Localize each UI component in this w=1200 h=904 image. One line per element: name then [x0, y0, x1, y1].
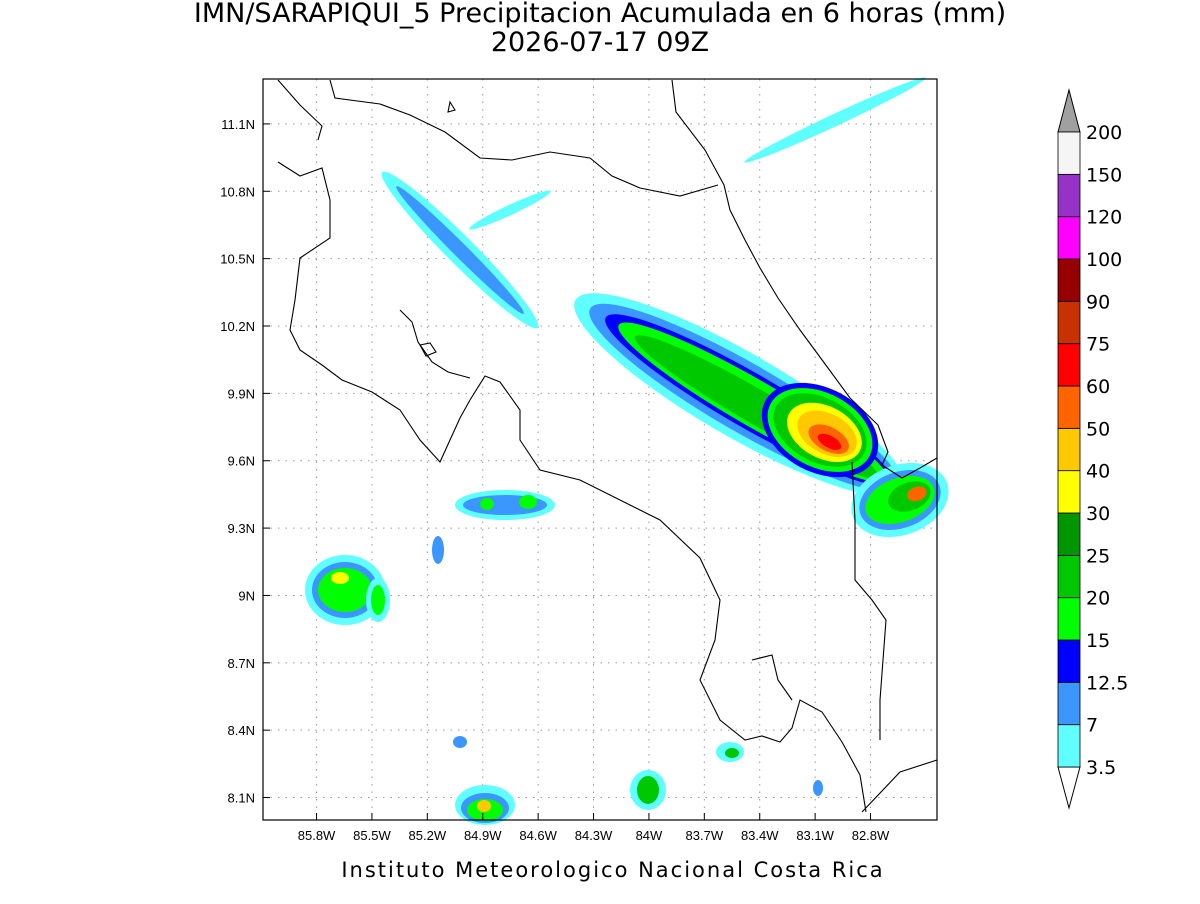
colorbar: 3.5 7 12.5 15 20 25 30 40 50 60 75 90 100 120 150 200 [1057, 88, 1128, 810]
colorbar-box [1057, 300, 1081, 345]
y-tick-label: 8.1N [228, 791, 255, 806]
colorbar-label: 20 [1086, 588, 1110, 610]
colorbar-box [1057, 131, 1081, 175]
y-tick-label: 8.7N [228, 656, 255, 671]
map-frame [262, 78, 938, 821]
colorbar-box [1057, 554, 1081, 599]
y-tick-label: 9.9N [228, 386, 255, 401]
y-tick-label: 10.2N [220, 319, 255, 334]
x-tick-label: 85.5W [353, 828, 391, 843]
colorbar-box [1057, 681, 1081, 726]
colorbar-label: 75 [1086, 334, 1110, 356]
y-tick-label: 9N [238, 588, 255, 603]
y-tick-label: 10.5N [220, 252, 255, 267]
colorbar-box [1057, 385, 1081, 429]
colorbar-box [1057, 173, 1081, 218]
x-tick-label: 82.8W [852, 828, 890, 843]
colorbar-box [1057, 427, 1081, 472]
colorbar-label: 150 [1086, 164, 1122, 186]
colorbar-box [1057, 258, 1081, 302]
x-tick-label: 85.8W [298, 828, 336, 843]
x-tick-label: 84.6W [519, 828, 557, 843]
colorbar-label: 90 [1086, 291, 1110, 313]
colorbar-label: 15 [1086, 630, 1110, 652]
colorbar-box [1057, 597, 1081, 641]
colorbar-label: 50 [1086, 418, 1110, 440]
y-tick-label: 8.4N [228, 723, 255, 738]
y-tick-label: 9.6N [228, 454, 255, 469]
colorbar-box [1057, 639, 1081, 683]
colorbar-label: 200 [1086, 122, 1122, 144]
colorbar-box [1057, 724, 1081, 768]
colorbar-box [1057, 343, 1081, 387]
colorbar-label: 100 [1086, 249, 1122, 271]
subtitle: 2026-07-17 09Z [491, 27, 709, 58]
colorbar-over [1057, 88, 1081, 133]
x-tick-label: 83.4W [741, 828, 779, 843]
colorbar-label: 60 [1086, 376, 1110, 398]
precipitation [305, 77, 949, 825]
title: IMN/SARAPIQUI_5 Precipitacion Acumulada … [194, 0, 1006, 29]
x-tick-label: 83.7W [686, 828, 724, 843]
colorbar-label: 12.5 [1086, 672, 1128, 694]
colorbar-box [1057, 470, 1081, 514]
axes: 85.8W 85.5W 85.2W 84.9W 84.6W 84.3W 84W 83.7W 83… [220, 117, 890, 843]
x-tick-label: 85.2W [409, 828, 447, 843]
x-tick-label: 84W [636, 828, 663, 843]
colorbar-label: 25 [1086, 545, 1110, 567]
x-tick-label: 84.9W [464, 828, 502, 843]
x-tick-label: 83.1W [796, 828, 834, 843]
coastlines [277, 79, 938, 813]
x-tick-label: 84.3W [575, 828, 613, 843]
y-tick-label: 9.3N [228, 521, 255, 536]
colorbar-box [1057, 216, 1081, 260]
colorbar-box [1057, 512, 1081, 556]
footer: Instituto Meteorologico Nacional Costa R… [341, 858, 884, 882]
y-tick-label: 10.8N [220, 184, 255, 199]
colorbar-label: 3.5 [1086, 757, 1116, 779]
colorbar-label: 40 [1086, 461, 1110, 483]
colorbar-label: 120 [1086, 207, 1122, 229]
colorbar-under [1057, 766, 1081, 810]
colorbar-label: 7 [1086, 715, 1098, 737]
y-tick-label: 11.1N [221, 117, 255, 132]
colorbar-label: 30 [1086, 503, 1110, 525]
